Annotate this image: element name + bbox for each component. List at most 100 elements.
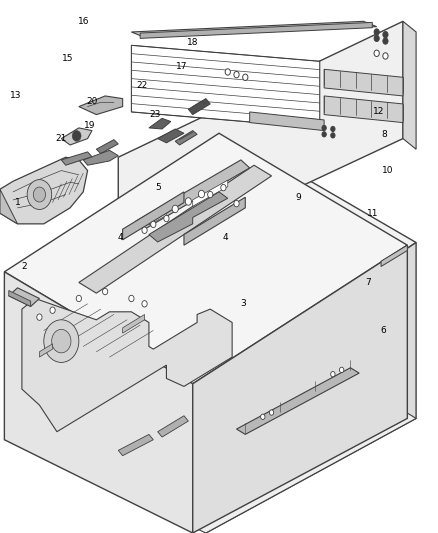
Polygon shape [61, 128, 92, 145]
Text: 2: 2 [21, 262, 27, 271]
Polygon shape [83, 150, 118, 165]
Circle shape [50, 307, 55, 313]
Polygon shape [188, 99, 210, 115]
Polygon shape [79, 96, 123, 115]
Polygon shape [123, 192, 184, 240]
Polygon shape [149, 118, 171, 129]
Text: 7: 7 [365, 278, 371, 287]
Polygon shape [22, 298, 232, 432]
Text: 4: 4 [118, 233, 123, 241]
Text: 17: 17 [176, 62, 187, 71]
Polygon shape [136, 160, 250, 229]
Polygon shape [4, 133, 407, 384]
Circle shape [185, 198, 191, 205]
Polygon shape [149, 192, 228, 242]
Polygon shape [9, 288, 39, 306]
Polygon shape [324, 69, 403, 96]
Circle shape [172, 205, 178, 213]
Circle shape [129, 295, 134, 302]
Polygon shape [184, 197, 245, 245]
Polygon shape [9, 290, 31, 306]
Polygon shape [79, 165, 272, 293]
Text: 16: 16 [78, 17, 89, 26]
Polygon shape [237, 368, 359, 434]
Circle shape [383, 53, 388, 59]
Circle shape [322, 132, 326, 137]
Text: 22: 22 [137, 81, 148, 90]
Polygon shape [118, 434, 153, 456]
Polygon shape [39, 344, 53, 357]
Text: 18: 18 [187, 38, 198, 47]
Circle shape [142, 227, 147, 233]
Text: 8: 8 [381, 130, 388, 139]
Text: 21: 21 [56, 134, 67, 143]
Circle shape [374, 50, 379, 56]
Circle shape [208, 191, 213, 198]
Polygon shape [206, 243, 416, 533]
Polygon shape [0, 189, 18, 224]
Text: 6: 6 [380, 326, 386, 335]
Polygon shape [193, 245, 407, 533]
Circle shape [164, 215, 169, 222]
Polygon shape [158, 129, 184, 143]
Text: 9: 9 [295, 193, 301, 201]
Circle shape [261, 414, 265, 419]
Circle shape [269, 410, 274, 415]
Circle shape [72, 131, 81, 141]
Polygon shape [0, 157, 88, 224]
Text: 19: 19 [84, 121, 95, 130]
Circle shape [331, 126, 335, 132]
Polygon shape [96, 140, 118, 154]
Polygon shape [175, 131, 197, 145]
Circle shape [234, 200, 239, 207]
Circle shape [383, 31, 388, 38]
Circle shape [151, 221, 156, 228]
Polygon shape [13, 301, 416, 533]
Circle shape [339, 367, 344, 373]
Circle shape [44, 320, 79, 362]
Polygon shape [131, 21, 377, 37]
Circle shape [52, 329, 71, 353]
Polygon shape [193, 180, 228, 206]
Polygon shape [158, 416, 188, 437]
Circle shape [37, 314, 42, 320]
Text: 15: 15 [62, 54, 74, 63]
Polygon shape [324, 96, 403, 123]
Polygon shape [140, 22, 372, 38]
Text: 3: 3 [240, 300, 246, 308]
Circle shape [33, 187, 46, 202]
Text: 1: 1 [14, 198, 21, 207]
Polygon shape [13, 131, 223, 442]
Circle shape [331, 133, 335, 138]
Circle shape [27, 180, 52, 209]
Text: 23: 23 [150, 110, 161, 119]
Circle shape [76, 295, 81, 302]
Polygon shape [4, 272, 193, 533]
Polygon shape [381, 245, 407, 266]
Polygon shape [149, 209, 166, 225]
Text: 4: 4 [223, 233, 228, 241]
Circle shape [234, 71, 239, 78]
Circle shape [198, 190, 205, 198]
Circle shape [374, 29, 379, 35]
Text: 13: 13 [10, 92, 21, 100]
Text: 20: 20 [86, 97, 98, 106]
Polygon shape [403, 21, 416, 149]
Polygon shape [250, 112, 324, 131]
Circle shape [374, 35, 379, 42]
Circle shape [225, 69, 230, 75]
Text: 12: 12 [373, 108, 385, 116]
Text: 10: 10 [382, 166, 393, 175]
Circle shape [102, 288, 108, 295]
Text: 11: 11 [367, 209, 378, 217]
Circle shape [383, 38, 388, 44]
Polygon shape [61, 152, 92, 165]
Circle shape [142, 301, 147, 307]
Circle shape [331, 372, 335, 377]
Polygon shape [131, 45, 320, 128]
Polygon shape [13, 131, 416, 381]
Circle shape [221, 184, 226, 191]
Circle shape [322, 125, 326, 131]
Polygon shape [123, 314, 145, 333]
Text: 5: 5 [155, 183, 161, 192]
